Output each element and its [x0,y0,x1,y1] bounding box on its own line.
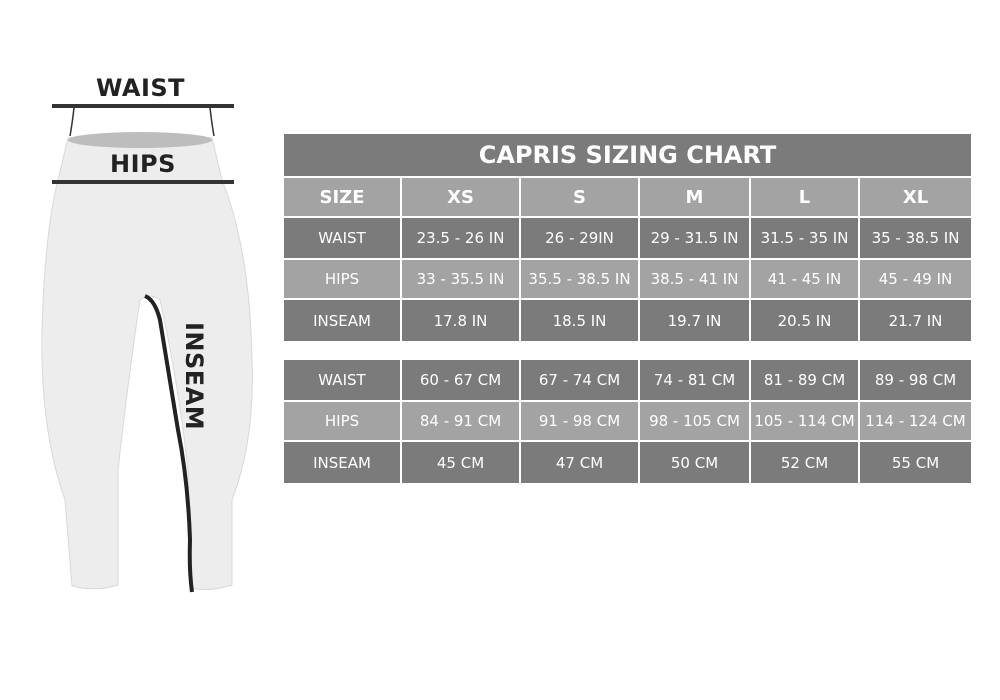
table-cell: 35 - 38.5 IN [860,218,971,258]
table-cell: 45 CM [402,442,519,483]
table-cell: 18.5 IN [521,300,638,341]
table-cell: 29 - 31.5 IN [640,218,749,258]
waist-label: WAIST [96,74,186,102]
table-cell: 74 - 81 CM [640,360,749,400]
table-cell: 105 - 114 CM [751,402,858,440]
table-cell: 114 - 124 CM [860,402,971,440]
row-label-cell: WAIST [284,360,400,400]
table-cell: 98 - 105 CM [640,402,749,440]
table-cell: 35.5 - 38.5 IN [521,260,638,298]
table-cell: 17.8 IN [402,300,519,341]
table-cell: 55 CM [860,442,971,483]
waistband-opening [68,132,212,148]
table-row: WAIST 23.5 - 26 IN 26 - 29IN 29 - 31.5 IN 31… [284,218,971,258]
table-cell: 19.7 IN [640,300,749,341]
table-cell: 31.5 - 35 IN [751,218,858,258]
table-cell: XS [402,178,519,216]
table-cell: 67 - 74 CM [521,360,638,400]
table-row: WAIST 60 - 67 CM 67 - 74 CM 74 - 81 CM 81 - … [284,360,971,400]
table-cell: 50 CM [640,442,749,483]
row-label-cell: WAIST [284,218,400,258]
table-cell: 81 - 89 CM [751,360,858,400]
inseam-line [144,294,194,593]
leggings-shape [41,132,253,590]
table-cell: 26 - 29IN [521,218,638,258]
row-label-cell: SIZE [284,178,400,216]
table-cell: 60 - 67 CM [402,360,519,400]
row-label-cell: INSEAM [284,300,400,341]
header-row: SIZE XS S M L XL [284,178,971,216]
table-cell: 47 CM [521,442,638,483]
table-cell: M [640,178,749,216]
row-label-cell: HIPS [284,260,400,298]
table-cell: L [751,178,858,216]
capri-leggings-illustration [41,104,253,593]
inseam-label: INSEAM [180,322,208,431]
table-cell: 45 - 49 IN [860,260,971,298]
chart-title: CAPRIS SIZING CHART [284,134,971,176]
table-cell: 21.7 IN [860,300,971,341]
table-cell: S [521,178,638,216]
table-cell: 23.5 - 26 IN [402,218,519,258]
waist-connector-right [209,107,215,137]
row-label-cell: INSEAM [284,442,400,483]
table-cell: 38.5 - 41 IN [640,260,749,298]
hips-label: HIPS [110,150,176,178]
table-cell: XL [860,178,971,216]
table-row: HIPS 84 - 91 CM 91 - 98 CM 98 - 105 CM 105 -… [284,402,971,440]
table-cell: 33 - 35.5 IN [402,260,519,298]
table-cell: 89 - 98 CM [860,360,971,400]
table-row: INSEAM 17.8 IN 18.5 IN 19.7 IN 20.5 IN 21.7 I… [284,300,971,341]
table-row: HIPS 33 - 35.5 IN 35.5 - 38.5 IN 38.5 - 41 … [284,260,971,298]
table-cell: 20.5 IN [751,300,858,341]
table-cell: 91 - 98 CM [521,402,638,440]
table-cell: 41 - 45 IN [751,260,858,298]
waist-connector-left [69,107,75,137]
row-label-cell: HIPS [284,402,400,440]
table-row: INSEAM 45 CM 47 CM 50 CM 52 CM 55 CM [284,442,971,483]
table-cell: 52 CM [751,442,858,483]
table-cell: 84 - 91 CM [402,402,519,440]
